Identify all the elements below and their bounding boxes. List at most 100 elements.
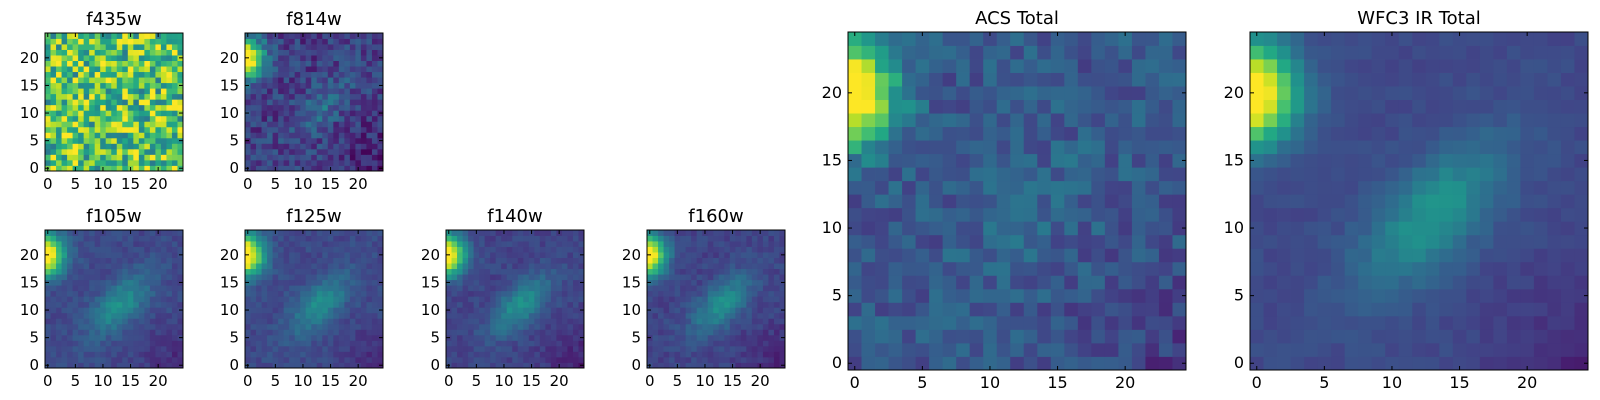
heatmap-cell [283, 345, 290, 352]
heatmap-cell [160, 263, 167, 270]
heatmap-cell [250, 77, 257, 84]
heatmap-cell [300, 99, 307, 106]
heatmap-cell [360, 143, 367, 150]
heatmap-cell [105, 115, 112, 122]
heatmap-cell [311, 307, 318, 314]
x-tick-label: 0 [850, 373, 860, 392]
heatmap-cell [1050, 113, 1065, 128]
heatmap-cell [133, 362, 140, 369]
heatmap-cell [969, 72, 984, 87]
heatmap-cell [111, 159, 118, 166]
heatmap-cell [360, 77, 367, 84]
heatmap-cell [245, 290, 251, 297]
heatmap-cell [490, 296, 497, 303]
heatmap-cell [848, 45, 862, 60]
heatmap-cell [1091, 113, 1106, 128]
heatmap-cell [1010, 99, 1025, 114]
heatmap-cell [740, 296, 747, 303]
heatmap-cell [956, 153, 971, 168]
heatmap-cell [779, 329, 786, 336]
heatmap-cell [902, 72, 916, 87]
heatmap-cell [550, 323, 557, 330]
heatmap-cell [349, 110, 356, 117]
heatmap-cell [177, 285, 184, 292]
heatmap-cell [561, 268, 568, 275]
heatmap-cell [160, 88, 167, 95]
heatmap-cell [267, 246, 273, 253]
heatmap-cell [969, 248, 984, 263]
heatmap-cell [311, 356, 318, 363]
heatmap-cells [45, 230, 184, 369]
heatmap-cell [1010, 126, 1025, 141]
heatmap-cell [116, 104, 123, 111]
heatmap-cell [1250, 221, 1264, 236]
heatmap-cell [45, 257, 51, 264]
heatmap-cell [149, 263, 156, 270]
heatmap-cell [278, 296, 285, 303]
heatmap-cell [366, 263, 373, 270]
heatmap-cell [484, 323, 491, 330]
heatmap-cell [50, 340, 57, 347]
heatmap-cell [278, 285, 285, 292]
heatmap-cell [779, 356, 786, 363]
heatmap-cell [100, 132, 107, 139]
heatmap-cell [1425, 302, 1440, 317]
heatmap-cell [1037, 207, 1052, 222]
heatmap-cell [316, 362, 323, 369]
heatmap-cell [245, 329, 251, 336]
heatmap-cell [377, 88, 384, 95]
heatmap-cell [127, 82, 134, 89]
heatmap-cell [311, 285, 318, 292]
heatmap-cell [72, 44, 79, 50]
heatmap-cell [942, 261, 957, 276]
heatmap-cell [490, 235, 497, 242]
heatmap-cell [1263, 248, 1278, 263]
heatmap-cell [283, 351, 290, 358]
heatmap-cell [1344, 180, 1359, 195]
heatmap-cell [550, 257, 557, 264]
heatmap-cell [457, 296, 463, 303]
heatmap-cell [539, 312, 546, 319]
heatmap-cell [256, 279, 262, 286]
heatmap-cell [1317, 180, 1332, 195]
heatmap-cell [349, 99, 356, 106]
heatmap-cell [773, 252, 780, 258]
heatmap-cell [311, 77, 318, 84]
heatmap-cell [261, 44, 268, 50]
heatmap-cell [1304, 288, 1318, 303]
heatmap-cell [138, 126, 145, 133]
heatmap-cell [888, 288, 903, 303]
heatmap-cell [72, 38, 79, 45]
heatmap-cell [78, 252, 85, 258]
heatmap-cell [762, 301, 769, 308]
heatmap-cell [969, 194, 984, 209]
heatmap-cell [311, 274, 318, 281]
heatmap-cell [294, 296, 301, 303]
heatmap-cell [1158, 248, 1173, 263]
heatmap-cell [1344, 234, 1359, 249]
heatmap-cell [94, 132, 101, 139]
heatmap-cell [658, 356, 664, 363]
heatmap-cell [773, 230, 780, 236]
heatmap-cell [1172, 248, 1187, 263]
heatmap-cell [349, 143, 356, 150]
heatmap-cell [550, 312, 557, 319]
heatmap-cell [512, 318, 519, 325]
heatmap-cell [1452, 207, 1467, 222]
heatmap-cell [1277, 180, 1291, 195]
heatmap-cell [746, 345, 753, 352]
heatmap-cell [144, 235, 151, 242]
heatmap-cell [735, 235, 742, 242]
heatmap-cell [696, 318, 703, 325]
heatmap-cell [1452, 356, 1467, 371]
heatmap-cell [1331, 194, 1346, 209]
heatmap-cell [67, 71, 73, 78]
heatmap-cell [50, 279, 57, 286]
heatmap-cell [1533, 302, 1548, 317]
heatmap-cell [56, 49, 62, 56]
heatmap-cell [377, 301, 384, 308]
heatmap-cell [300, 274, 307, 281]
heatmap-cell [757, 351, 764, 358]
x-tick-label: 15 [121, 175, 140, 193]
heatmap-cell [696, 241, 703, 247]
